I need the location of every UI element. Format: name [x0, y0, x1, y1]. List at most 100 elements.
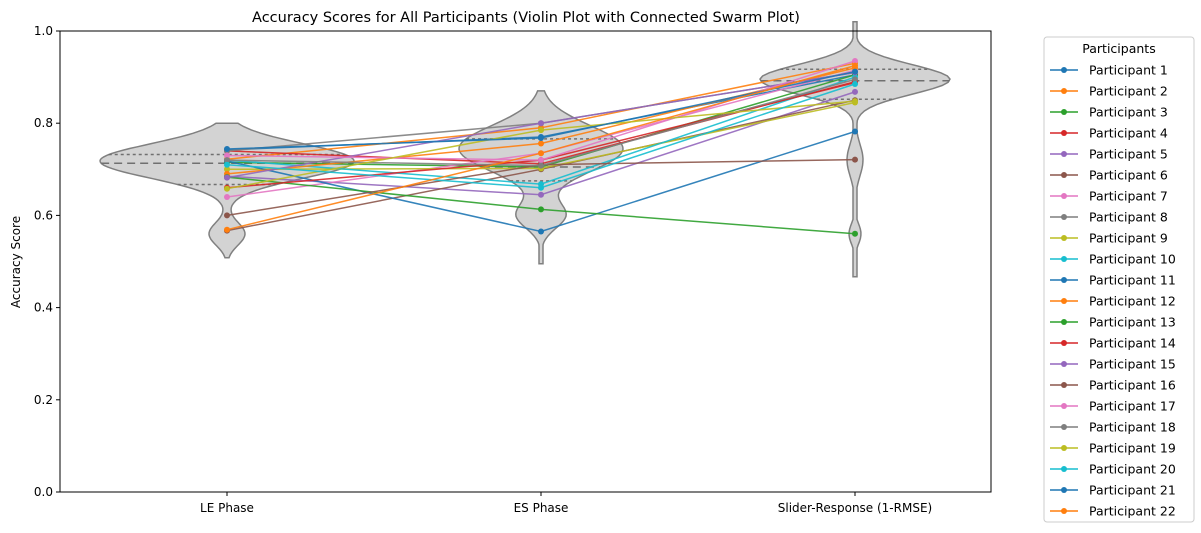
legend-item: Participant 7 [1050, 189, 1168, 204]
legend-item: Participant 16 [1050, 378, 1176, 393]
legend-label: Participant 6 [1089, 168, 1168, 183]
legend-marker [1061, 235, 1067, 241]
point-participant-16-3 [852, 156, 858, 163]
point-participant-22-2 [538, 150, 544, 157]
y-tick-label: 0.8 [34, 116, 53, 130]
legend-label: Participant 8 [1089, 210, 1168, 225]
y-tick-label: 0.4 [34, 301, 53, 315]
legend-label: Participant 14 [1089, 336, 1176, 351]
legend-marker [1061, 319, 1067, 325]
legend-item: Participant 15 [1050, 357, 1176, 372]
legend-marker [1061, 88, 1067, 94]
point-participant-15-2 [538, 120, 544, 127]
y-axis-label: Accuracy Score [9, 216, 23, 308]
participant-points [224, 58, 858, 237]
point-participant-18-1 [224, 157, 230, 164]
legend-label: Participant 15 [1089, 357, 1176, 372]
legend-frame [1043, 36, 1195, 523]
legend-label: Participant 3 [1089, 105, 1168, 120]
legend-item: Participant 17 [1050, 399, 1176, 414]
point-participant-5-3 [852, 88, 858, 95]
legend-marker [1061, 298, 1067, 304]
violin-3 [759, 21, 951, 278]
chart-title: Accuracy Scores for All Participants (Vi… [252, 10, 800, 26]
legend-item: Participant 13 [1050, 315, 1176, 330]
point-participant-11-2 [538, 228, 544, 235]
plot-frame [59, 30, 992, 493]
point-participant-17-1 [224, 152, 230, 159]
point-participant-11-3 [852, 128, 858, 135]
legend-item: Participant 20 [1050, 462, 1176, 477]
legend-label: Participant 22 [1089, 504, 1176, 519]
legend-item: Participant 11 [1050, 273, 1176, 288]
point-participant-5-2 [538, 191, 544, 198]
legend-marker [1061, 424, 1067, 430]
point-participant-9-1 [224, 166, 230, 173]
point-participant-20-3 [852, 81, 858, 87]
legend-label: Participant 4 [1089, 126, 1168, 141]
y-tick-label: 0.2 [34, 393, 53, 407]
point-participant-16-1 [224, 212, 230, 219]
y-tick-label: 1.0 [34, 24, 53, 38]
point-participant-20-1 [224, 161, 230, 168]
legend-item: Participant 22 [1050, 504, 1176, 519]
legend-items: Participant 1 Participant 2 Participant 3 P… [1050, 63, 1176, 519]
legend-label: Participant 11 [1089, 273, 1176, 288]
legend-marker [1061, 508, 1067, 514]
violin-2 [458, 90, 624, 265]
legend-item: Participant 8 [1050, 210, 1168, 225]
legend-label: Participant 12 [1089, 294, 1176, 309]
legend-marker [1061, 172, 1067, 178]
legend-item: Participant 6 [1050, 168, 1168, 183]
x-tick-label: ES Phase [514, 501, 569, 515]
point-participant-19-3 [852, 98, 858, 105]
legend-item: Participant 4 [1050, 126, 1168, 141]
legend-item: Participant 3 [1050, 105, 1168, 120]
legend-label: Participant 5 [1089, 147, 1168, 162]
legend-label: Participant 19 [1089, 441, 1176, 456]
legend-marker [1061, 67, 1067, 73]
legend-marker [1061, 214, 1067, 220]
legend-label: Participant 17 [1089, 399, 1176, 414]
legend-label: Participant 13 [1089, 315, 1176, 330]
legend-item: Participant 21 [1050, 483, 1176, 498]
point-participant-15-1 [224, 174, 230, 181]
y-tick-label: 0.0 [34, 485, 53, 499]
legend-marker [1061, 361, 1067, 367]
point-participant-7-1 [224, 194, 230, 200]
point-participant-18-3 [852, 76, 858, 83]
point-participant-22-1 [224, 226, 230, 233]
legend-item: Participant 12 [1050, 294, 1176, 309]
legend-label: Participant 18 [1089, 420, 1176, 435]
y-tick-label: 0.6 [34, 208, 53, 222]
y-axis: 0.0 0.2 0.4 0.6 0.8 1.0 [34, 24, 60, 499]
legend-marker [1061, 403, 1067, 409]
x-tick-label: LE Phase [200, 501, 254, 515]
legend-label: Participant 1 [1089, 63, 1168, 78]
x-axis: LE Phase ES Phase Slider-Response (1-RMSE) [200, 492, 932, 515]
point-participant-12-2 [538, 140, 544, 147]
point-participant-21-3 [852, 68, 858, 75]
legend-marker [1061, 151, 1067, 157]
legend-marker [1061, 487, 1067, 493]
legend-label: Participant 10 [1089, 252, 1176, 267]
point-participant-19-1 [224, 185, 230, 192]
legend-item: Participant 5 [1050, 147, 1168, 162]
legend-label: Participant 7 [1089, 189, 1168, 204]
legend-marker [1061, 445, 1067, 451]
legend-label: Participant 16 [1089, 378, 1176, 393]
legend-item: Participant 1 [1050, 63, 1168, 78]
legend-marker [1061, 277, 1067, 283]
legend-label: Participant 20 [1089, 462, 1176, 477]
legend-label: Participant 9 [1089, 231, 1168, 246]
legend-marker [1061, 130, 1067, 136]
legend-item: Participant 9 [1050, 231, 1168, 246]
point-participant-17-2 [538, 157, 544, 164]
x-tick-label: Slider-Response (1-RMSE) [778, 501, 932, 515]
legend-item: Participant 18 [1050, 420, 1176, 435]
legend-item: Participant 10 [1050, 252, 1176, 267]
legend-marker [1061, 193, 1067, 199]
point-participant-20-2 [538, 184, 544, 191]
